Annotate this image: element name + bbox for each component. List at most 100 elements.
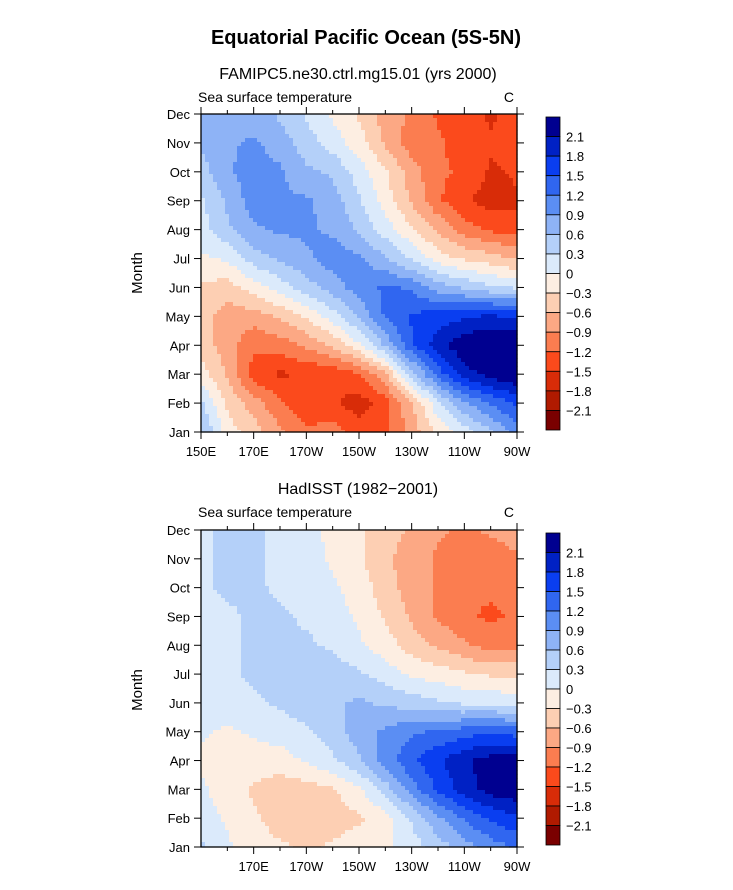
contour-cell <box>341 658 386 663</box>
contour-cell <box>353 698 366 703</box>
contour-cell <box>397 162 418 167</box>
contour-cell <box>465 818 490 823</box>
contour-cell <box>201 430 214 433</box>
contour-cell <box>357 626 390 631</box>
contour-cell <box>201 718 298 723</box>
contour-cell <box>393 838 422 843</box>
contour-cell <box>469 366 518 371</box>
contour-cell <box>325 546 366 551</box>
contour-cell <box>277 422 306 427</box>
contour-cell <box>489 290 518 295</box>
contour-cell <box>425 374 438 379</box>
contour-cell <box>261 398 282 403</box>
contour-cell <box>473 798 514 803</box>
contour-cell <box>413 394 422 399</box>
contour-cell <box>365 378 382 383</box>
contour-cell <box>337 126 362 131</box>
contour-cell <box>477 370 518 375</box>
contour-cell <box>201 698 266 703</box>
contour-cell <box>381 306 518 311</box>
contour-cell <box>389 170 406 175</box>
contour-cell <box>201 586 214 591</box>
contour-cell <box>377 758 398 763</box>
contour-cell <box>369 570 398 575</box>
y-tick-label: Oct <box>170 165 191 180</box>
contour-cell <box>201 670 242 675</box>
contour-cell <box>421 802 438 807</box>
contour-cell <box>369 262 398 267</box>
contour-cell <box>309 318 330 323</box>
contour-cell <box>209 794 250 799</box>
contour-cell <box>265 538 322 543</box>
contour-cell <box>401 138 446 143</box>
contour-cell <box>373 246 398 251</box>
contour-cell <box>413 330 438 335</box>
contour-cell <box>405 814 422 819</box>
contour-cell <box>317 642 366 647</box>
contour-cell <box>461 834 490 839</box>
contour-cell <box>265 386 374 391</box>
contour-cell <box>341 314 358 319</box>
contour-cell <box>285 606 350 611</box>
contour-cell <box>349 662 390 667</box>
contour-cell <box>401 350 414 355</box>
contour-cell <box>249 214 318 219</box>
contour-cell <box>437 834 462 839</box>
contour-cell <box>293 190 338 195</box>
contour-cell <box>445 154 518 159</box>
contour-cell <box>265 550 326 555</box>
contour-cell <box>397 378 406 383</box>
colorbar: 2.11.81.51.20.90.60.30−0.3−0.6−0.9−1.2−1… <box>545 116 592 431</box>
contour-cell <box>449 382 462 387</box>
contour-cell <box>485 282 518 287</box>
panel-title: HadISST (1982−2001) <box>278 481 438 498</box>
contour-cell <box>201 206 206 211</box>
contour-cell <box>201 226 210 231</box>
contour-cell <box>397 550 434 555</box>
contour-cell <box>469 426 490 431</box>
contour-cell <box>233 246 254 251</box>
contour-cell <box>225 366 238 371</box>
contour-cell <box>441 538 498 543</box>
contour-cell <box>493 430 510 433</box>
contour-cell <box>417 798 434 803</box>
contour-cell <box>409 154 446 159</box>
contour-cell <box>429 342 450 347</box>
contour-cell <box>377 114 406 119</box>
contour-cell <box>337 238 366 243</box>
contour-cell <box>397 386 406 391</box>
contour-cell <box>201 170 210 175</box>
contour-cell <box>353 346 366 351</box>
contour-cell <box>445 766 474 771</box>
contour-cell <box>481 830 518 835</box>
contour-cell <box>373 702 462 707</box>
contour-cell <box>317 338 342 343</box>
contour-cell <box>201 210 206 215</box>
contour-cell <box>397 362 406 367</box>
contour-cell <box>213 578 266 583</box>
contour-cell <box>377 194 394 199</box>
contour-cell <box>381 202 398 207</box>
contour-cell <box>265 546 326 551</box>
contour-cell <box>413 822 430 827</box>
contour-cell <box>201 130 286 135</box>
contour-cell <box>429 266 458 271</box>
colorbar-box <box>545 727 561 748</box>
contour-cell <box>285 746 330 751</box>
contour-cell <box>409 322 450 327</box>
contour-cell <box>377 602 406 607</box>
contour-cell <box>417 758 446 763</box>
colorbar-label: 1.8 <box>566 565 584 580</box>
contour-cell <box>445 182 482 187</box>
contour-cell <box>405 266 430 271</box>
contour-cell <box>377 198 394 203</box>
contour-cell <box>409 618 438 623</box>
contour-cell <box>205 738 258 743</box>
contour-cell <box>441 234 466 239</box>
contour-cell <box>201 790 210 795</box>
contour-cell <box>469 822 498 827</box>
contour-cell <box>433 610 482 615</box>
contour-cell <box>473 758 518 763</box>
contour-cell <box>433 570 518 575</box>
contour-cell <box>405 426 418 431</box>
